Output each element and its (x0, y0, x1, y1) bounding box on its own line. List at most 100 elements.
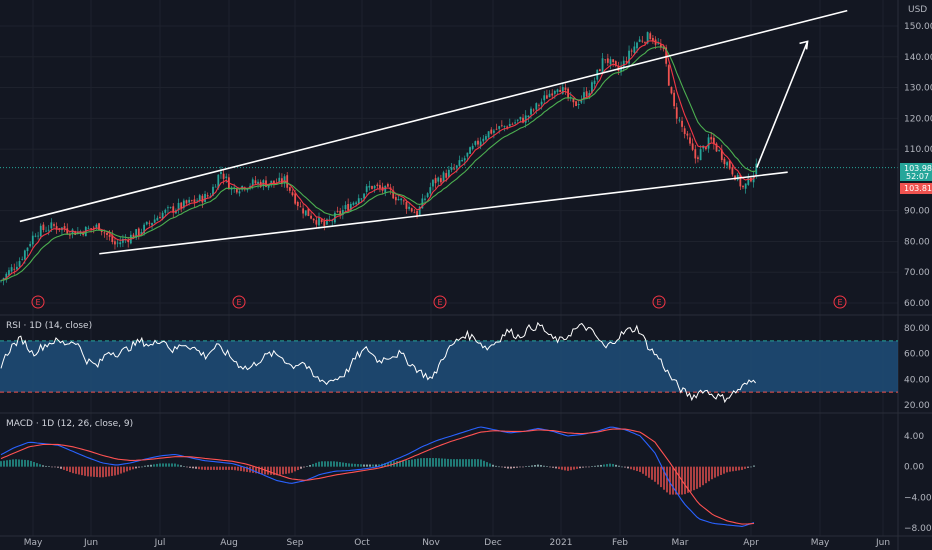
candle-body (278, 177, 281, 183)
macd-histogram-bar (654, 466, 656, 482)
candle-body (707, 137, 710, 149)
earnings-marker-circle (652, 295, 666, 309)
macd-histogram-bar (12, 459, 14, 467)
candle-body (283, 176, 286, 184)
candle-body (522, 117, 524, 123)
candle-body (670, 86, 673, 94)
candle-body (159, 216, 161, 219)
macd-histogram-bar (240, 466, 242, 472)
candle-body (47, 229, 50, 231)
candle-body (662, 48, 665, 50)
candle-body (103, 232, 106, 234)
candle-body (302, 208, 304, 214)
candle-body (270, 180, 273, 185)
earnings-marker-circle (833, 295, 847, 309)
macd-histogram-bar (435, 458, 437, 467)
macd-histogram-bar (432, 458, 434, 467)
macd-histogram-bar (678, 466, 680, 495)
candles (0, 31, 758, 286)
macd-histogram-bar (297, 466, 299, 471)
trendline-lower (99, 171, 788, 255)
macd-histogram-bar (201, 466, 203, 470)
candle-body (652, 37, 654, 42)
macd-histogram-bar (609, 463, 611, 467)
macd-histogram-bar (135, 466, 137, 469)
macd-histogram-bar (66, 466, 68, 471)
macd-histogram-bar (588, 466, 590, 468)
macd-histogram-bar (132, 466, 134, 470)
candle-body (511, 123, 514, 125)
candle-body (469, 147, 471, 154)
candle-body (440, 178, 442, 183)
macd-histogram-bar (48, 466, 50, 467)
macd-histogram-bar (522, 466, 524, 468)
rsi-band-fill (0, 340, 898, 393)
macd-histogram-bar (189, 466, 191, 468)
earnings-marker-label: E (656, 298, 661, 307)
candle-body (715, 143, 718, 152)
macd-histogram-bar (576, 466, 578, 469)
macd-histogram-bar (168, 463, 170, 467)
macd-histogram-bar (489, 463, 491, 467)
candle-body (177, 202, 180, 210)
candle-body (349, 203, 352, 211)
candle-body (185, 200, 188, 204)
macd-histogram-bar (717, 466, 719, 477)
candle-body (363, 193, 365, 199)
candle-body (265, 180, 267, 187)
candle-body (50, 222, 53, 229)
macd-histogram-bar (687, 466, 689, 493)
candle-body (585, 91, 588, 97)
macd-histogram-bar (711, 466, 713, 480)
candle-body (493, 130, 495, 133)
macd-histogram-bar (363, 464, 365, 467)
earnings-marker-circle (232, 295, 246, 309)
candle-body (69, 234, 71, 236)
macd-histogram-bar (60, 466, 62, 469)
candle-body (434, 178, 437, 184)
macd-histogram-bar (549, 466, 551, 468)
macd-histogram-bar (693, 466, 695, 491)
candle-body (294, 193, 297, 204)
candle-body (98, 223, 100, 231)
candle-body (561, 87, 564, 94)
macd-histogram-bar (321, 461, 323, 467)
candle-body (140, 232, 143, 234)
macd-plot (0, 426, 755, 527)
macd-histogram-bar (510, 466, 512, 469)
macd-histogram-bar (276, 466, 278, 476)
candle-body (23, 250, 26, 260)
candle-body (699, 149, 702, 161)
macd-histogram-bar (78, 466, 80, 475)
macd-histogram-bar (726, 466, 728, 473)
macd-histogram-bar (495, 465, 497, 467)
candle-body (593, 80, 596, 85)
candle-body (286, 175, 289, 188)
candle-body (604, 59, 607, 61)
candle-body (583, 92, 585, 99)
macd-histogram-bar (738, 466, 740, 471)
macd-histogram-bar (366, 464, 368, 467)
macd-histogram-bar (57, 466, 59, 468)
macd-histogram-bar (396, 461, 398, 467)
candle-body (331, 220, 334, 222)
macd-histogram-bar (735, 466, 737, 471)
macd-histogram-bar (732, 466, 734, 472)
candle-body (304, 210, 307, 216)
macd-histogram-bar (648, 466, 650, 478)
candle-body (400, 198, 403, 201)
time-axis-label: Jun (83, 538, 98, 548)
candle-body (514, 122, 516, 124)
time-axis-label: Jul (154, 538, 166, 548)
trendlines[interactable] (19, 9, 848, 255)
rsi-title: RSI · 1D (14, close) (6, 321, 92, 331)
candle-body (376, 184, 379, 186)
candle-body (538, 104, 540, 106)
macd-histogram-bar (90, 466, 92, 477)
macd-histogram-bar (171, 463, 173, 467)
macd-histogram-bar (411, 459, 413, 467)
candle-body (291, 192, 294, 196)
